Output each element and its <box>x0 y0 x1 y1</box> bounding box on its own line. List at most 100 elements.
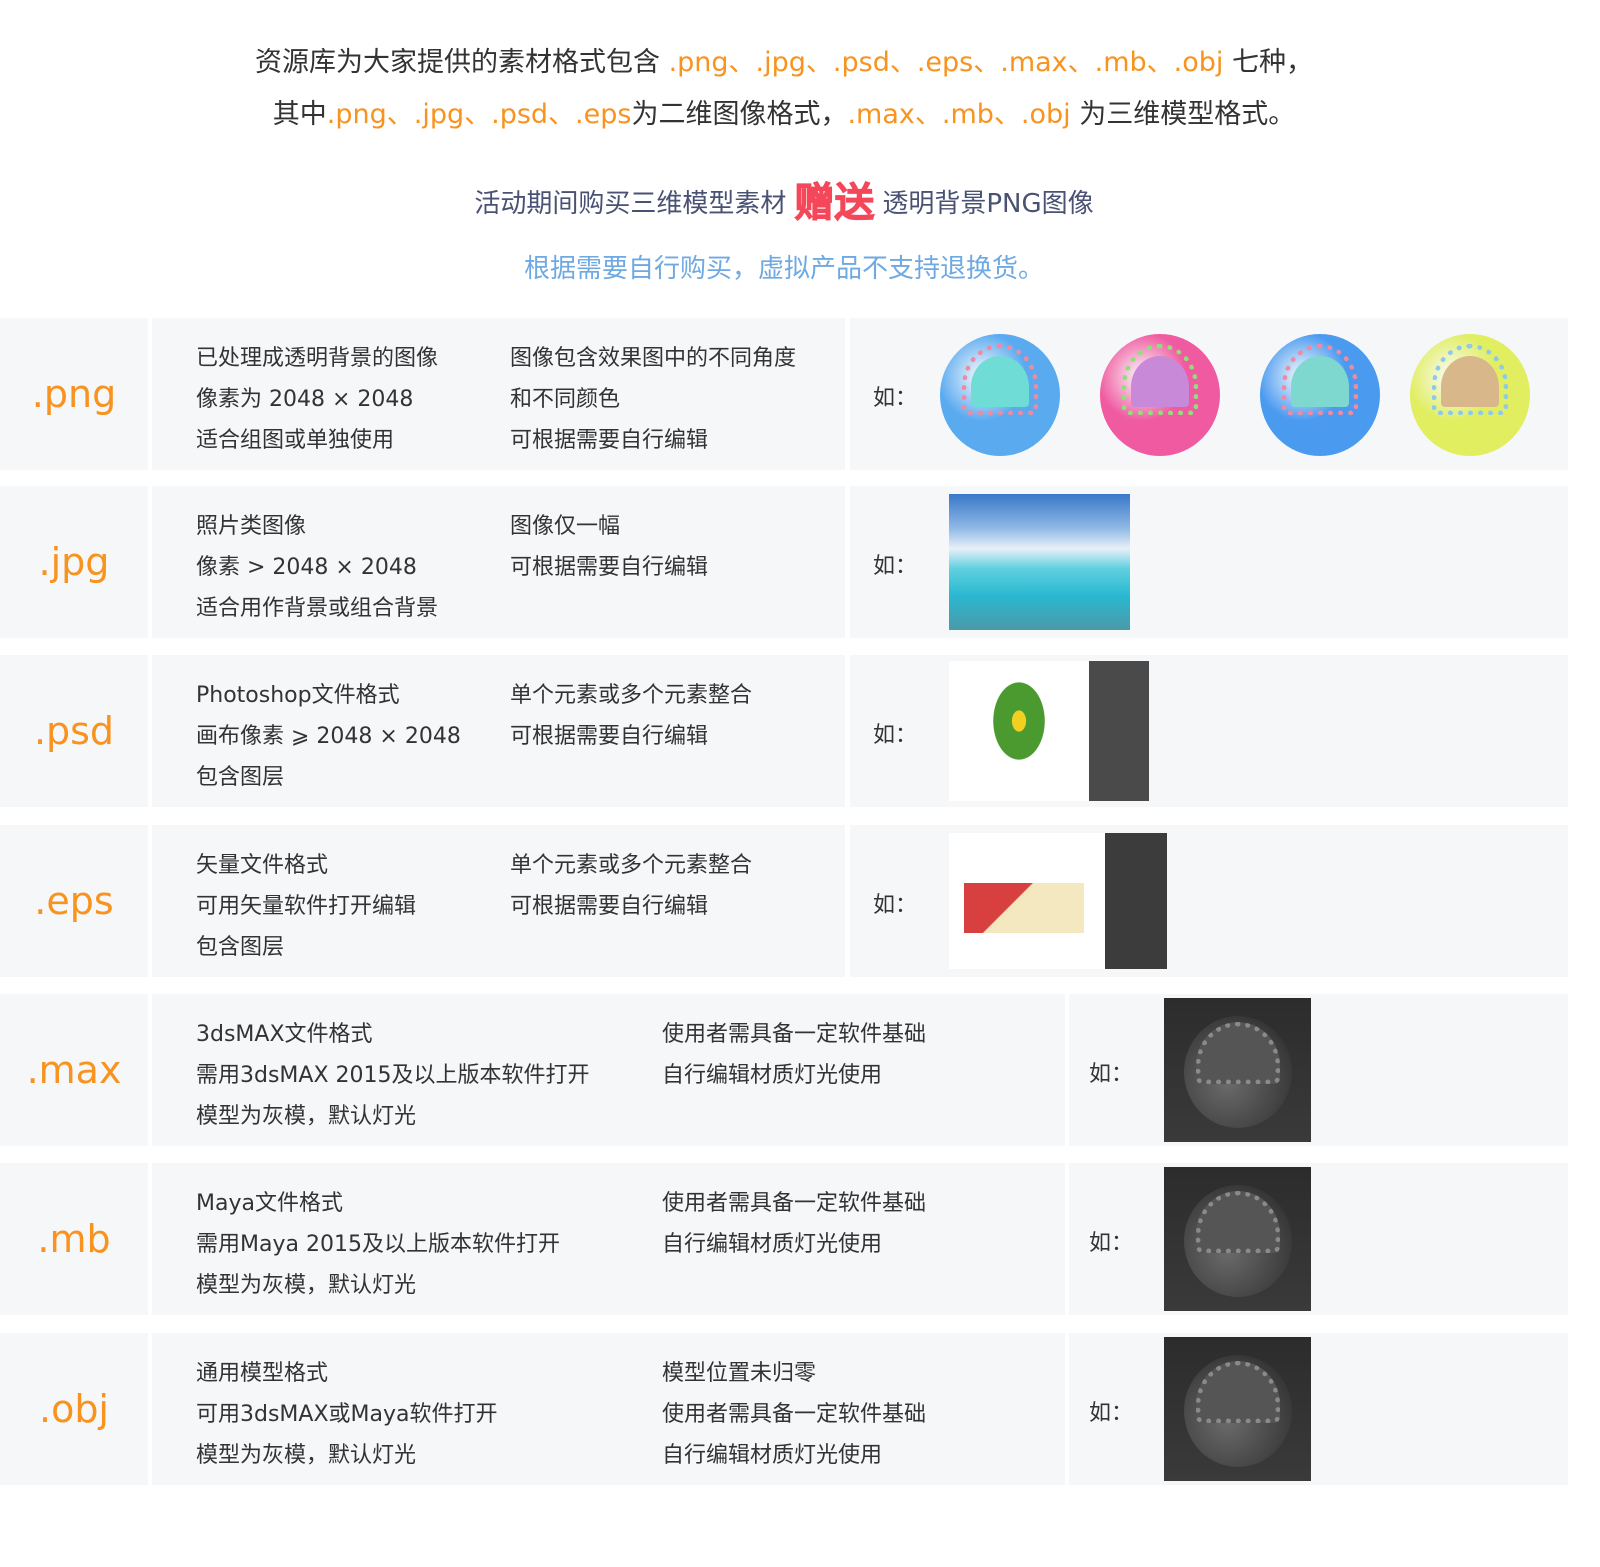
description-line: 自行编辑材质灯光使用 <box>662 1063 883 1088</box>
example-label: 如： <box>1089 1062 1134 1087</box>
description-line: 自行编辑材质灯光使用 <box>662 1232 883 1257</box>
model-cutaway <box>1196 1191 1280 1253</box>
description-line: 可用3dsMAX或Maya软件打开 <box>196 1402 498 1427</box>
houses-image <box>964 883 1084 933</box>
description-line: 可根据需要自行编辑 <box>510 894 709 919</box>
plant-psd-preview <box>949 661 1149 801</box>
format-label: .obj <box>0 1333 148 1485</box>
example-label: 如： <box>873 893 918 918</box>
description-column-2: 图像包含效果图中的不同角度 和不同颜色 可根据需要自行编辑 <box>510 338 796 461</box>
format-row: .png 已处理成透明背景的图像 像素为 2048 × 2048 适合组图或单独使用… <box>0 318 1568 470</box>
intro-line-1: 资源库为大家提供的素材格式包含 .png、.jpg、.psd、.eps、.max… <box>0 40 1568 79</box>
format-label: .png <box>0 318 148 470</box>
example-cell: 如： <box>850 486 1568 638</box>
description-line: 画布像素 ⩾ 2048 × 2048 <box>196 724 461 749</box>
2d-format-list: .png、.jpg、.psd、.eps <box>326 99 632 130</box>
example-label: 如： <box>873 554 918 579</box>
gray-model-render <box>1164 1337 1311 1481</box>
description-column-2: 模型位置未归零 使用者需具备一定软件基础 自行编辑材质灯光使用 <box>662 1353 926 1476</box>
description-column-2: 使用者需具备一定软件基础 自行编辑材质灯光使用 <box>662 1014 926 1096</box>
model-cutaway <box>1196 1361 1280 1423</box>
sphere-cutaway <box>1431 343 1509 415</box>
description-line: 单个元素或多个元素整合 <box>510 853 753 878</box>
gray-model-render <box>1164 998 1311 1142</box>
description-line: 照片类图像 <box>196 514 307 539</box>
description-line: 模型为灰模，默认灯光 <box>196 1273 417 1298</box>
description-line: 像素 > 2048 × 2048 <box>196 555 417 580</box>
description-column-2: 单个元素或多个元素整合 可根据需要自行编辑 <box>510 675 752 757</box>
description-column-1: Photoshop文件格式画布像素 ⩾ 2048 × 2048 包含图层 <box>196 675 461 798</box>
description-line: 可根据需要自行编辑 <box>510 724 709 749</box>
format-label: .jpg <box>0 486 148 638</box>
description-line: 单个元素或多个元素整合 <box>510 683 753 708</box>
description-column-2: 图像仅一幅可根据需要自行编辑 <box>510 506 708 588</box>
description-line: 模型位置未归零 <box>662 1361 817 1386</box>
example-label: 如： <box>1089 1401 1134 1426</box>
description-column-1: 3dsMAX文件格式需用3dsMAX 2015及以上版本软件打开 模型为灰模，默认… <box>196 1014 590 1137</box>
intro-line-2: 其中.png、.jpg、.psd、.eps为二维图像格式，.max、.mb、.o… <box>0 92 1568 131</box>
description-line: 矢量文件格式 <box>196 853 329 878</box>
description-line: 使用者需具备一定软件基础 <box>662 1022 927 1047</box>
example-cell: 如： <box>1069 1163 1568 1315</box>
description-line: 和不同颜色 <box>510 387 621 412</box>
example-cell: 如： <box>1069 1333 1568 1485</box>
model-cutaway <box>1196 1022 1280 1084</box>
example-label: 如： <box>873 723 918 748</box>
description-line: 使用者需具备一定软件基础 <box>662 1191 927 1216</box>
gift-badge: 赠送 <box>794 180 875 227</box>
intro-text: 其中 <box>272 99 327 130</box>
format-row: .eps 矢量文件格式可用矢量软件打开编辑 包含图层 单个元素或多个元素整合 可根据… <box>0 825 1568 977</box>
intro-text: 为三维模型格式。 <box>1070 99 1296 130</box>
description-line: 图像仅一幅 <box>510 514 621 539</box>
intro-text: 资源库为大家提供的素材格式包含 <box>254 47 669 78</box>
description-line: 已处理成透明背景的图像 <box>196 346 439 371</box>
format-label: .eps <box>0 825 148 977</box>
description-line: 3dsMAX文件格式 <box>196 1022 373 1047</box>
format-row: .max 3dsMAX文件格式需用3dsMAX 2015及以上版本软件打开 模型为… <box>0 994 1568 1146</box>
gray-model-render <box>1164 1167 1311 1311</box>
format-row: .obj 通用模型格式可用3dsMAX或Maya软件打开 模型为灰模，默认灯光 模… <box>0 1333 1568 1485</box>
description-line: 适合组图或单独使用 <box>196 428 395 453</box>
format-description: 3dsMAX文件格式需用3dsMAX 2015及以上版本软件打开 模型为灰模，默认… <box>152 994 1065 1146</box>
cell-sphere-image <box>1100 334 1220 456</box>
description-line: 使用者需具备一定软件基础 <box>662 1402 927 1427</box>
description-line: 模型为灰模，默认灯光 <box>196 1104 417 1129</box>
description-line: 需用3dsMAX 2015及以上版本软件打开 <box>196 1063 590 1088</box>
description-line: 包含图层 <box>196 765 285 790</box>
example-label: 如： <box>1089 1231 1134 1256</box>
description-line: Photoshop文件格式 <box>196 683 400 708</box>
promo-line: 活动期间购买三维模型素材 赠送 透明背景PNG图像 <box>0 170 1568 228</box>
sphere-cutaway <box>1121 343 1199 415</box>
example-cell: 如： <box>850 825 1568 977</box>
description-line: 模型为灰模，默认灯光 <box>196 1443 417 1468</box>
purchase-note: 根据需要自行购买，虚拟产品不支持退换货。 <box>523 254 1044 284</box>
description-column-2: 单个元素或多个元素整合 可根据需要自行编辑 <box>510 845 752 927</box>
description-line: 包含图层 <box>196 935 285 960</box>
description-line: 通用模型格式 <box>196 1361 329 1386</box>
format-row: .psd Photoshop文件格式 画布像素 ⩾ 2048 × 2048 包含图层… <box>0 655 1568 807</box>
sea-photo <box>949 494 1130 630</box>
example-cell: 如： <box>850 318 1568 470</box>
format-label: .max <box>0 994 148 1146</box>
format-description: Photoshop文件格式画布像素 ⩾ 2048 × 2048 包含图层 单个元素… <box>152 655 845 807</box>
description-column-1: Maya文件格式 需用Maya 2015及以上版本软件打开 模型为灰模，默认灯光 <box>196 1183 560 1306</box>
format-description: 通用模型格式可用3dsMAX或Maya软件打开 模型为灰模，默认灯光 模型位置未归… <box>152 1333 1065 1485</box>
plant-image <box>979 681 1059 781</box>
description-line: 像素为 2048 × 2048 <box>196 387 414 412</box>
layers-panel <box>1089 661 1149 801</box>
houses-eps-preview <box>949 833 1167 969</box>
description-column-1: 矢量文件格式可用矢量软件打开编辑 包含图层 <box>196 845 416 968</box>
description-column-2: 使用者需具备一定软件基础 自行编辑材质灯光使用 <box>662 1183 926 1265</box>
description-line: 可用矢量软件打开编辑 <box>196 894 417 919</box>
format-description: 已处理成透明背景的图像 像素为 2048 × 2048 适合组图或单独使用 图像包含… <box>152 318 845 470</box>
3d-format-list: .max、.mb、.obj <box>847 99 1071 130</box>
example-label: 如： <box>873 386 918 411</box>
description-column-1: 照片类图像像素 > 2048 × 2048 适合用作背景或组合背景 <box>196 506 438 629</box>
format-row: .mb Maya文件格式 需用Maya 2015及以上版本软件打开 模型为灰模，默认… <box>0 1163 1568 1315</box>
description-line: 图像包含效果图中的不同角度 <box>510 346 797 371</box>
format-list: .png、.jpg、.psd、.eps、.max、.mb、.obj <box>668 47 1224 78</box>
description-line: 可根据需要自行编辑 <box>510 555 709 580</box>
intro-text: 七种， <box>1223 47 1314 78</box>
promo-text: 透明背景PNG图像 <box>882 189 1094 219</box>
description-line: 适合用作背景或组合背景 <box>196 596 439 621</box>
